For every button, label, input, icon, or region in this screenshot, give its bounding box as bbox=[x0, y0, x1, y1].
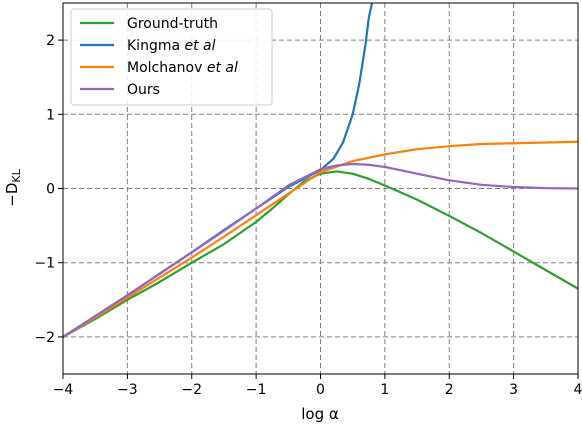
series-line-ours bbox=[63, 162, 578, 338]
x-axis-label: log α bbox=[301, 405, 339, 423]
x-tick-label: 3 bbox=[509, 382, 518, 398]
series-line-ground-truth bbox=[63, 170, 578, 338]
x-tick-label: −3 bbox=[117, 382, 138, 398]
y-tick-label: −2 bbox=[34, 330, 55, 346]
legend-label: Kingma et al bbox=[127, 38, 216, 54]
y-axis-label: −DKL bbox=[3, 168, 23, 206]
x-tick-label: 1 bbox=[380, 382, 389, 398]
x-tick-label: 4 bbox=[574, 382, 582, 398]
series-layer bbox=[63, 3, 578, 338]
y-tick-label: 0 bbox=[46, 182, 55, 198]
legend-box bbox=[70, 8, 273, 106]
y-axis-label-main: −D bbox=[3, 183, 21, 207]
x-tick-label: 2 bbox=[445, 382, 454, 398]
y-tick-label: −1 bbox=[34, 256, 55, 272]
series-line-molchanov-et-al bbox=[63, 140, 578, 338]
x-tick-label: 0 bbox=[316, 382, 325, 398]
legend-label: Molchanov et al bbox=[127, 60, 238, 76]
y-axis: −2 −1 0 1 2 bbox=[34, 33, 63, 346]
y-axis-label-subscript: KL bbox=[10, 168, 23, 182]
legend-label: Ours bbox=[127, 82, 160, 98]
y-tick-label: 1 bbox=[46, 107, 55, 123]
x-tick-label: −1 bbox=[246, 382, 267, 398]
y-tick-label: 2 bbox=[46, 33, 55, 49]
x-tick-label: −2 bbox=[181, 382, 202, 398]
legend: Ground-truth Kingma et al Molchanov et al O… bbox=[70, 8, 273, 106]
x-axis: −4 −3 −2 −1 0 1 2 3 4 bbox=[53, 374, 582, 398]
grid bbox=[63, 3, 578, 374]
legend-label: Ground-truth bbox=[127, 16, 218, 32]
x-tick-label: −4 bbox=[53, 382, 74, 398]
